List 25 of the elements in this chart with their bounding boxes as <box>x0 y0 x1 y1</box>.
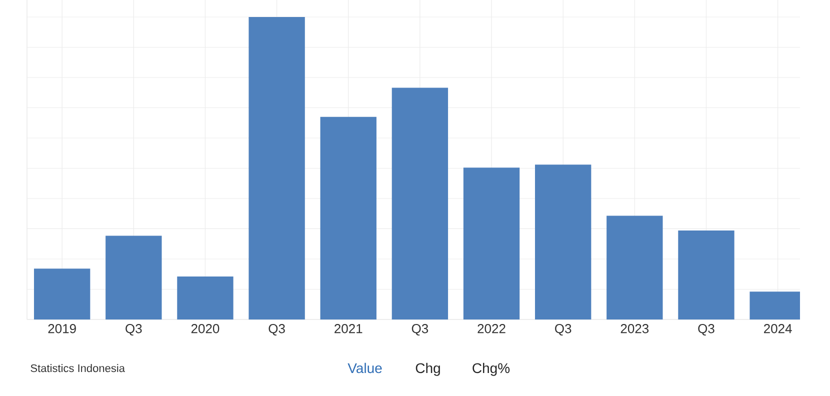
bar <box>392 88 448 320</box>
x-tick-label: Q3 <box>698 324 714 336</box>
x-tick-label: 2021 <box>334 324 362 334</box>
x-tick-label: 2019 <box>48 324 76 334</box>
bar <box>177 276 234 320</box>
bar <box>248 16 305 320</box>
bar <box>34 268 90 320</box>
text: Chg <box>416 362 440 376</box>
x-tick-label: 2023 <box>620 324 649 334</box>
x-tick-label: 2020 <box>191 324 220 334</box>
text: Statistics Indonesia <box>30 364 125 372</box>
x-tick-label: Q3 <box>555 324 572 336</box>
bar <box>106 236 162 320</box>
x-tick-label: Q3 <box>126 324 142 336</box>
bar <box>320 116 376 320</box>
x-tick-label: 2022 <box>478 324 506 334</box>
bar <box>463 168 520 320</box>
x-tick-label: Q3 <box>268 324 285 336</box>
bar <box>535 164 592 320</box>
bar <box>606 216 663 320</box>
x-tick-label: Q3 <box>412 324 428 336</box>
text: Chg% <box>472 362 510 376</box>
text: Value <box>348 362 382 374</box>
bar <box>678 230 734 320</box>
x-tick-label: 2024 <box>764 324 792 334</box>
